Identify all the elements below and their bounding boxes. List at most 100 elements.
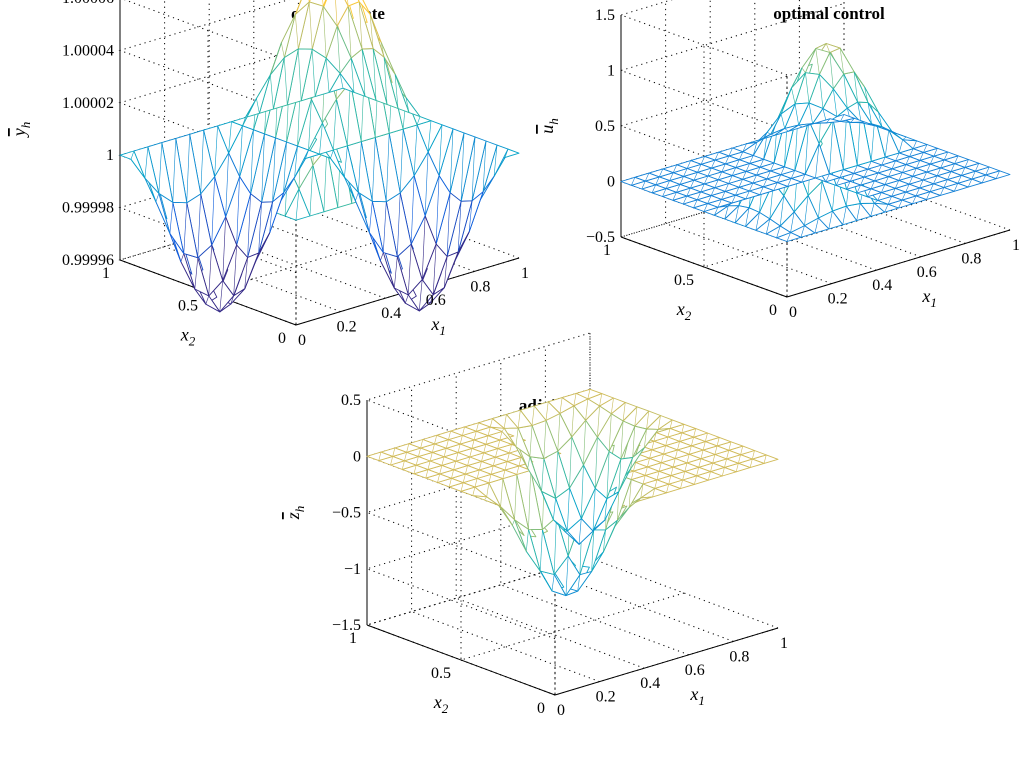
mesh-edge [786,232,791,242]
mesh-edge [460,482,464,492]
mesh-edge [995,170,1000,179]
mesh-edge [640,483,644,498]
mesh-edge [860,177,865,186]
mesh-edge [707,167,712,177]
mesh-edge [849,173,855,182]
mesh-edge [330,149,334,159]
mesh-edge [284,57,288,105]
mesh-edge [721,467,725,477]
mesh-edge [460,132,465,202]
mesh-edge [749,182,754,192]
mesh-edge [630,470,634,480]
mesh-edge [228,121,232,153]
mesh-edge [632,426,636,458]
z-tick-label: 1.00004 [62,42,114,59]
mesh-edge [651,441,655,450]
mesh-edge [714,445,718,455]
mesh-edge [457,443,461,453]
mesh-edge [710,187,715,196]
mesh-edge [672,164,678,173]
mesh-edge [835,177,841,186]
mesh-edge [283,141,287,193]
mesh-edge [258,202,262,254]
mesh-edge [462,474,466,483]
mesh-edge [954,155,959,164]
z-tick-label: 0.5 [595,118,615,135]
surface-mesh [620,43,1011,242]
mesh-edge [311,49,316,97]
mesh-edge [686,454,690,463]
mesh-edge [606,451,610,499]
mesh-edge [585,398,589,421]
mesh-edge [495,448,498,458]
mesh-edge [418,279,423,311]
mesh-edge [545,401,549,421]
mesh-edge [700,183,705,192]
mesh-edge [471,136,476,201]
mesh-edge [916,160,921,169]
mesh-edge [503,414,507,429]
mesh-edge [432,243,437,295]
mesh-edge [642,475,646,485]
x-tick-label: 0 [298,332,306,349]
mesh-edge [724,205,729,220]
mesh-edge [763,454,767,464]
mesh-edge [819,74,824,109]
mesh-edge [390,456,393,466]
x-axis-label-main: x [689,684,698,704]
mesh-edge [339,73,344,89]
mesh-edge [864,86,869,103]
mesh-edge [684,462,688,472]
mesh-edge [714,179,719,188]
mesh-edge [740,446,744,455]
chart-title: optimal control [773,4,885,23]
mesh-edge [197,193,201,258]
mesh-edge [620,420,624,460]
mesh-edge [686,160,691,169]
mesh-edge [399,129,404,193]
mesh-edge [856,203,861,221]
mesh-edge [309,165,314,217]
mesh-edge [912,140,917,149]
mesh-edge [611,397,614,414]
mesh-edge [518,457,522,467]
mesh-edge [690,180,695,189]
x-tick-label: 0.6 [426,292,446,309]
mesh-edge [539,529,543,572]
mesh-edge [567,488,570,531]
mesh-edge [971,171,976,180]
mesh-edge [725,155,730,164]
mesh-edge [700,156,705,165]
mesh-edge [874,172,879,181]
mesh-edge [707,195,712,204]
mesh-edge [825,43,831,53]
mesh-edge [957,175,962,184]
mesh-edge [884,204,889,213]
mesh-edge [325,58,330,93]
mesh-edge [323,147,328,212]
mesh-edge [476,469,480,479]
mesh-edge [591,529,595,572]
mesh-edge [528,470,531,530]
mesh-edge [668,475,672,485]
mesh-edge [344,145,348,178]
mesh-edge [543,420,547,459]
mesh-edge [473,431,477,440]
mesh-edge [663,445,666,455]
mesh-edge [429,452,433,462]
mesh-edge [919,152,924,161]
mesh-edge [658,168,664,177]
mesh-edge [499,431,503,441]
mesh-edge [425,469,429,479]
mesh-edge [484,496,487,501]
mesh-edge [686,188,691,197]
mesh-edge [236,176,240,245]
mesh-edge [514,474,518,520]
mesh-edge [429,294,434,304]
mesh-edge [597,406,600,438]
mesh-edge [912,168,917,177]
mesh-edge [716,437,720,447]
mesh-edge [943,151,949,161]
mesh-edge [933,148,938,157]
